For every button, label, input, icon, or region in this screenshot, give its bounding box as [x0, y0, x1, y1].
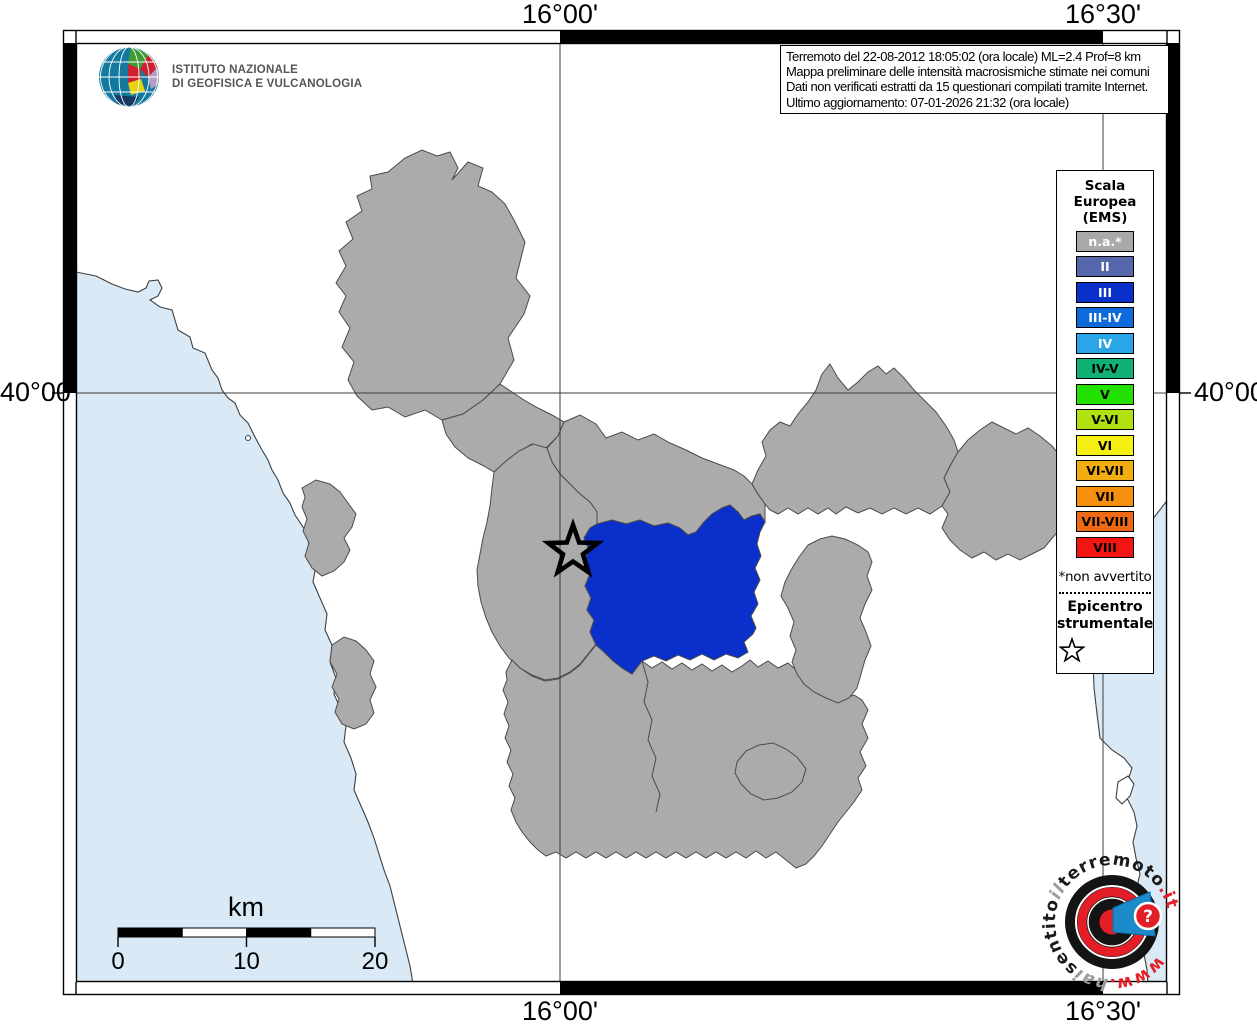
lat-label-right-40-00: 40°00' [1194, 376, 1257, 407]
ingv-wordmark-line1: ISTITUTO NAZIONALE [172, 64, 299, 76]
haisentitoilterremoto-logo-icon: ? www.haisentitoilterremoto.it [1040, 849, 1181, 994]
info-line-data: Dati non verificati estratti da 15 quest… [786, 79, 1148, 95]
scale-bar-tick-10: 10 [233, 948, 260, 975]
legend-swatch-IV: IV [1076, 332, 1134, 354]
legend-swatch-V: V [1076, 383, 1134, 405]
info-line-updated: Ultimo aggiornamento: 07-01-2026 21:32 (… [786, 94, 1069, 110]
legend-swatch-VI: VI [1076, 434, 1134, 456]
ingv-logo: ISTITUTO NAZIONALE DI GEOFISICA E VULCAN… [97, 45, 362, 109]
lat-label-left-40-00: 40°00' [0, 376, 77, 407]
municipality-border-inner-2 [641, 660, 661, 813]
municipality-southeast [780, 535, 873, 704]
epicenter-star-icon [541, 518, 605, 578]
legend-epicenter-star-icon [1058, 636, 1086, 663]
question-ball-icon [1133, 901, 1163, 931]
small-island [245, 435, 251, 441]
scale-bar-unit: km [228, 892, 264, 922]
legend-epicenter-label: Epicentro strumentale [1057, 598, 1154, 632]
legend-divider [1059, 591, 1151, 594]
legend-swatch-VII-VIII: VII-VIII [1076, 511, 1134, 532]
intensity-legend: Scala Europea (EMS) n.a.* II III III-IV … [1056, 170, 1154, 674]
municipality-north [335, 149, 531, 421]
info-line-event: Terremoto del 22-08-2012 18:05:02 (ora l… [786, 49, 1141, 64]
info-line-map: Mappa preliminare delle intensità macros… [786, 64, 1150, 80]
legend-swatch-III: III [1076, 281, 1134, 303]
ingv-wordmark-line2: DI GEOFISICA E VULCANOLOGIA [172, 78, 363, 90]
coast-hook [1115, 775, 1135, 805]
municipality-border-inner [734, 742, 807, 801]
municipality-regions-unfelt [301, 149, 1073, 869]
legend-swatch-na: n.a.* [1076, 230, 1134, 252]
municipality-coastal-2 [329, 636, 377, 730]
ingv-wordmark: ISTITUTO NAZIONALE DI GEOFISICA E VULCAN… [172, 63, 362, 91]
lon-label-bottom-16-30: 16°30' [1064, 996, 1142, 1024]
municipality-coastal-1 [301, 479, 357, 577]
lon-label-top-16-30: 16°30' [1064, 0, 1142, 29]
question-mark-glyph: ? [1143, 907, 1153, 927]
municipality-far-east [941, 421, 1073, 561]
legend-footnote: *non avvertito [1058, 568, 1152, 585]
legend-swatch-VI-VII: VI-VII [1076, 460, 1134, 481]
ingv-globe-icon [99, 47, 159, 107]
sea-west [76, 271, 414, 982]
legend-title: Scala Europea (EMS) [1073, 178, 1137, 226]
scale-bar: km 0 10 20 [111, 892, 388, 975]
municipality-northeast [751, 363, 959, 515]
scale-bar-tick-0: 0 [111, 948, 124, 975]
haisentitoilterremoto-logo: ? www.haisentitoilterremoto.it [1027, 837, 1199, 1009]
legend-swatch-VIII: VIII [1076, 536, 1134, 558]
municipality-felt-III [583, 504, 766, 675]
lon-label-top-16-00: 16°00' [521, 0, 599, 29]
scale-bar-tick-20: 20 [362, 948, 389, 975]
map-frame [52, 29, 1191, 996]
legend-swatch-II: II [1076, 256, 1134, 277]
earthquake-info-box: Terremoto del 22-08-2012 18:05:02 (ora l… [780, 45, 1169, 114]
lon-label-bottom-16-00: 16°00' [521, 996, 599, 1024]
legend-swatch-III-IV: III-IV [1076, 307, 1134, 328]
legend-swatch-V-VI: V-VI [1076, 409, 1134, 430]
legend-swatch-IV-V: IV-V [1076, 358, 1134, 379]
municipality-south [502, 644, 869, 869]
legend-swatch-VII: VII [1076, 485, 1134, 507]
